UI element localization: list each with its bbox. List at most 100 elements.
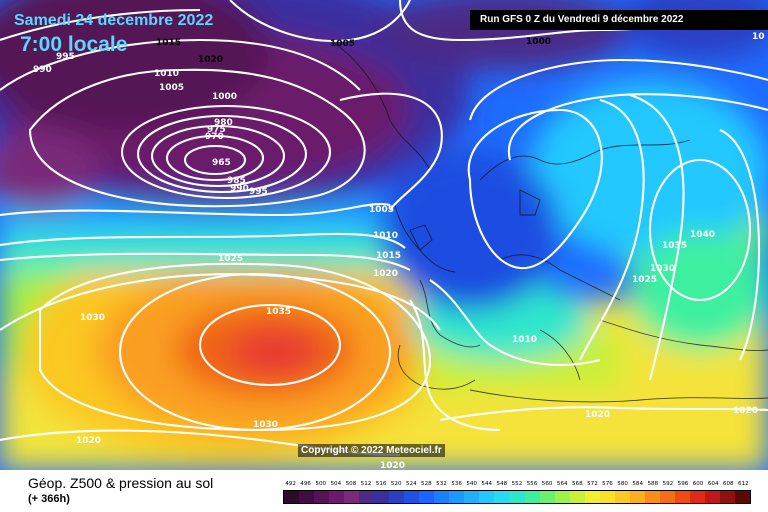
- isobar-label: 970: [205, 132, 224, 142]
- isobar-label: 985: [227, 176, 246, 186]
- isobar-label: 1010: [512, 335, 537, 345]
- isobar-label: 1005: [369, 205, 394, 215]
- scale-label: 612: [738, 481, 749, 487]
- scale-swatch: [509, 491, 525, 503]
- isobar-label: 980: [214, 118, 233, 128]
- scale-swatch: [284, 491, 300, 503]
- scale-label: 508: [345, 481, 357, 487]
- scale-swatch: [719, 491, 735, 503]
- scale-swatch: [629, 491, 645, 503]
- scale-swatch: [329, 491, 345, 503]
- isobar-label: 995: [249, 187, 268, 197]
- isobar-label: 10: [752, 32, 765, 42]
- isobar-lines: [0, 0, 768, 457]
- scale-label: 504: [330, 481, 342, 487]
- map-title: Géop. Z500 & pression au sol: [28, 475, 214, 491]
- scale-swatch: [584, 491, 600, 503]
- scale-swatch: [659, 491, 675, 503]
- isobar-label: 1005: [330, 39, 355, 49]
- scale-label: 576: [602, 481, 613, 487]
- isobar-label: 990: [33, 65, 52, 75]
- scale-swatch: [734, 491, 750, 503]
- scale-label: 524: [405, 481, 417, 487]
- scale-swatch: [479, 491, 495, 503]
- scale-swatch: [524, 491, 540, 503]
- isobar-label: 1020: [198, 55, 223, 65]
- scale-swatch: [539, 491, 555, 503]
- scale-label: 520: [390, 481, 402, 487]
- coastlines: [329, 39, 768, 403]
- run-banner: Run GFS 0 Z du Vendredi 9 décembre 2022: [470, 10, 768, 30]
- scale-label: 516: [375, 481, 387, 487]
- scale-label: 500: [315, 481, 327, 487]
- scale-label: 568: [571, 481, 583, 487]
- forecast-time: 7:00 locale: [20, 33, 128, 56]
- scale-label: 548: [496, 481, 508, 487]
- scale-swatch: [674, 491, 690, 503]
- isobar-label: 1020: [380, 461, 405, 470]
- scale-swatch: [689, 491, 705, 503]
- scale-label: 600: [692, 481, 704, 487]
- isobar-label: 1015: [156, 38, 181, 48]
- isobar-label: 1035: [662, 241, 687, 251]
- scale-swatch: [569, 491, 585, 503]
- scale-label: 552: [511, 481, 523, 487]
- isobar-label: 995: [56, 52, 75, 62]
- isobar-label: 1025: [632, 275, 657, 285]
- scale-swatch: [404, 491, 420, 503]
- isobar-label: 1015: [376, 251, 401, 261]
- forecast-date: Samedi 24 decembre 2022: [14, 12, 214, 29]
- scale-label: 588: [647, 481, 659, 487]
- isobar-label: 1020: [585, 410, 610, 420]
- scale-label: 556: [526, 481, 538, 487]
- isobar-label: 1025: [218, 254, 243, 264]
- isobar-label: 1020: [733, 406, 758, 416]
- isobar-label: 1020: [373, 269, 398, 279]
- scale-label: 592: [662, 481, 674, 487]
- scale-swatch: [419, 491, 435, 503]
- scale-swatch: [599, 491, 615, 503]
- scale-label: 532: [436, 481, 447, 487]
- scale-swatch: [389, 491, 405, 503]
- scale-swatch: [434, 491, 450, 503]
- scale-swatch: [644, 491, 660, 503]
- isobar-label: 990: [230, 184, 249, 194]
- isobar-label: 1005: [159, 83, 184, 93]
- scale-label: 596: [677, 481, 689, 487]
- scale-label: 580: [617, 481, 628, 487]
- copyright-notice: Copyright © 2022 Meteociel.fr: [298, 444, 445, 457]
- scale-swatch: [554, 491, 570, 503]
- isobar-label: 1035: [266, 307, 291, 317]
- scale-label: 512: [360, 481, 372, 487]
- scale-label: 608: [722, 481, 734, 487]
- color-scale-swatches: [283, 490, 751, 504]
- scale-label: 564: [556, 481, 568, 487]
- scale-label: 560: [541, 481, 553, 487]
- forecast-map: 1015 1020 1005 1000 990 995 1010 1005 10…: [0, 0, 768, 470]
- isobar-label: 1010: [373, 231, 398, 241]
- isobar-label: 1040: [690, 230, 715, 240]
- scale-label: 584: [632, 481, 644, 487]
- isobar-label: 965: [212, 158, 231, 168]
- scale-swatch: [614, 491, 630, 503]
- scale-label: 496: [300, 481, 311, 487]
- color-scale-labels: 492 496 500 504 508 512 516 520 524 528 532 536 540 5…: [283, 478, 751, 490]
- isobar-label: 1000: [212, 92, 237, 102]
- isobar-label: 1030: [80, 313, 105, 323]
- scale-label: 492: [285, 481, 296, 487]
- scale-swatch: [344, 491, 360, 503]
- scale-swatch: [704, 491, 720, 503]
- scale-swatch: [314, 491, 330, 503]
- isobar-label: 1030: [253, 420, 278, 430]
- isobar-label: 1010: [154, 69, 179, 79]
- scale-swatch: [494, 491, 510, 503]
- scale-label: 544: [481, 481, 493, 487]
- scale-label: 528: [421, 481, 432, 487]
- scale-swatch: [374, 491, 390, 503]
- forecast-lead-time: (+ 366h): [28, 493, 70, 505]
- isobar-label: 1030: [650, 264, 675, 274]
- scale-swatch: [299, 491, 315, 503]
- scale-label: 572: [587, 481, 598, 487]
- scale-label: 536: [451, 481, 462, 487]
- scale-label: 604: [707, 481, 719, 487]
